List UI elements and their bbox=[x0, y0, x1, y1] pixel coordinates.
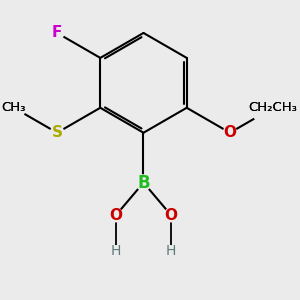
Circle shape bbox=[136, 175, 151, 190]
Text: F: F bbox=[52, 26, 62, 40]
Text: O: O bbox=[110, 208, 123, 223]
Text: H: H bbox=[166, 244, 176, 259]
Text: CH₂CH₃: CH₂CH₃ bbox=[249, 101, 298, 114]
Circle shape bbox=[50, 26, 64, 40]
Text: O: O bbox=[164, 208, 177, 223]
Circle shape bbox=[223, 126, 237, 140]
Text: B: B bbox=[137, 174, 150, 192]
Text: O: O bbox=[224, 125, 236, 140]
Text: H: H bbox=[111, 244, 121, 259]
Text: CH₃: CH₃ bbox=[2, 101, 26, 114]
Circle shape bbox=[109, 208, 123, 222]
Circle shape bbox=[252, 87, 294, 129]
Text: CH₃: CH₃ bbox=[2, 101, 26, 114]
Circle shape bbox=[50, 126, 64, 140]
Text: S: S bbox=[52, 125, 63, 140]
Circle shape bbox=[164, 208, 178, 222]
Circle shape bbox=[2, 96, 26, 119]
Circle shape bbox=[110, 246, 122, 257]
Text: CH₂CH₃: CH₂CH₃ bbox=[249, 101, 298, 114]
Circle shape bbox=[165, 246, 177, 257]
